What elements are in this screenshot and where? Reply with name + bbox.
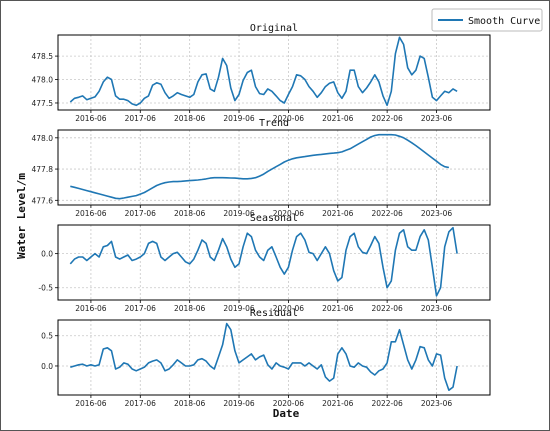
x-tick-label: 2019-06 bbox=[223, 114, 255, 123]
x-tick-label: 2016-06 bbox=[75, 114, 107, 123]
y-tick-label: 0.5 bbox=[41, 332, 53, 341]
x-tick-label: 2017-06 bbox=[125, 304, 157, 313]
series-line bbox=[69, 226, 458, 297]
series-line bbox=[70, 322, 458, 392]
y-tick-label: 0.0 bbox=[41, 250, 53, 259]
subplots: Original 2016-06 2017-06 2018-06 2019-06 2020… bbox=[32, 23, 491, 408]
x-tick-label: 2020-06 bbox=[273, 304, 305, 313]
x-tick-label: 2017-06 bbox=[125, 399, 157, 408]
x-tick-label: 2023-06 bbox=[421, 399, 453, 408]
legend: Smooth Curve bbox=[431, 8, 543, 32]
subplot-title: Original bbox=[250, 23, 298, 34]
series-line bbox=[70, 133, 450, 200]
subplot-title: Trend bbox=[259, 118, 289, 129]
y-tick-label: 478.0 bbox=[32, 76, 54, 85]
x-tick-label: 2021-06 bbox=[322, 114, 354, 123]
subplot-seasonal: Seasonal 2016-06 2017-06 2018-06 2019-06 2020… bbox=[38, 213, 491, 313]
x-tick-label: 2022-06 bbox=[371, 399, 403, 408]
subplot-trend: Trend 2016-06 2017-06 2018-06 2019-06 2020-06… bbox=[32, 118, 491, 218]
x-tick-label: 2017-06 bbox=[125, 209, 157, 218]
y-tick-label: 477.8 bbox=[32, 165, 54, 174]
axes-frame bbox=[57, 34, 491, 111]
x-tick-label: 2018-06 bbox=[174, 209, 206, 218]
x-tick-label: 2022-06 bbox=[371, 209, 403, 218]
x-tick-label: 2018-06 bbox=[174, 304, 206, 313]
y-tick-label: 478.5 bbox=[32, 52, 54, 61]
subplot-title: Residual bbox=[250, 308, 298, 319]
axes-frame bbox=[57, 224, 491, 301]
y-axis-label: Water Level/m bbox=[15, 173, 28, 259]
x-tick-label: 2022-06 bbox=[371, 114, 403, 123]
x-tick-label: 2018-06 bbox=[174, 114, 206, 123]
x-tick-label: 2016-06 bbox=[75, 399, 107, 408]
x-tick-label: 2021-06 bbox=[322, 399, 354, 408]
x-tick-label: 2017-06 bbox=[125, 114, 157, 123]
x-tick-label: 2020-06 bbox=[273, 399, 305, 408]
x-tick-label: 2023-06 bbox=[421, 114, 453, 123]
x-tick-label: 2016-06 bbox=[75, 304, 107, 313]
x-tick-label: 2018-06 bbox=[174, 399, 206, 408]
x-tick-label: 2022-06 bbox=[371, 304, 403, 313]
y-tick-label: 477.6 bbox=[32, 196, 54, 205]
subplot-title: Seasonal bbox=[250, 213, 298, 224]
x-tick-label: 2021-06 bbox=[322, 304, 354, 313]
x-tick-label: 2019-06 bbox=[223, 399, 255, 408]
legend-label: Smooth Curve bbox=[468, 16, 540, 27]
x-tick-label: 2023-06 bbox=[421, 209, 453, 218]
subplot-original: Original 2016-06 2017-06 2018-06 2019-06 2020… bbox=[32, 23, 491, 123]
x-tick-label: 2019-06 bbox=[223, 304, 255, 313]
legend-box bbox=[431, 8, 543, 32]
y-tick-label: 478.0 bbox=[32, 134, 54, 143]
y-tick-label: 0.0 bbox=[41, 362, 53, 371]
subplot-residual: Residual 2016-06 2017-06 2018-06 2019-06 2020… bbox=[41, 308, 491, 408]
x-axis-label: Date bbox=[273, 407, 300, 420]
x-tick-label: 2019-06 bbox=[223, 209, 255, 218]
y-tick-label: 477.5 bbox=[32, 99, 54, 108]
series-line bbox=[69, 36, 458, 107]
axes-frame bbox=[57, 319, 491, 396]
x-tick-label: 2020-06 bbox=[273, 114, 305, 123]
x-tick-label: 2016-06 bbox=[75, 209, 107, 218]
x-tick-label: 2023-06 bbox=[421, 304, 453, 313]
x-tick-label: 2021-06 bbox=[322, 209, 354, 218]
axes-frame bbox=[57, 129, 491, 206]
y-tick-label: -0.5 bbox=[38, 284, 53, 293]
x-tick-label: 2020-06 bbox=[273, 209, 305, 218]
